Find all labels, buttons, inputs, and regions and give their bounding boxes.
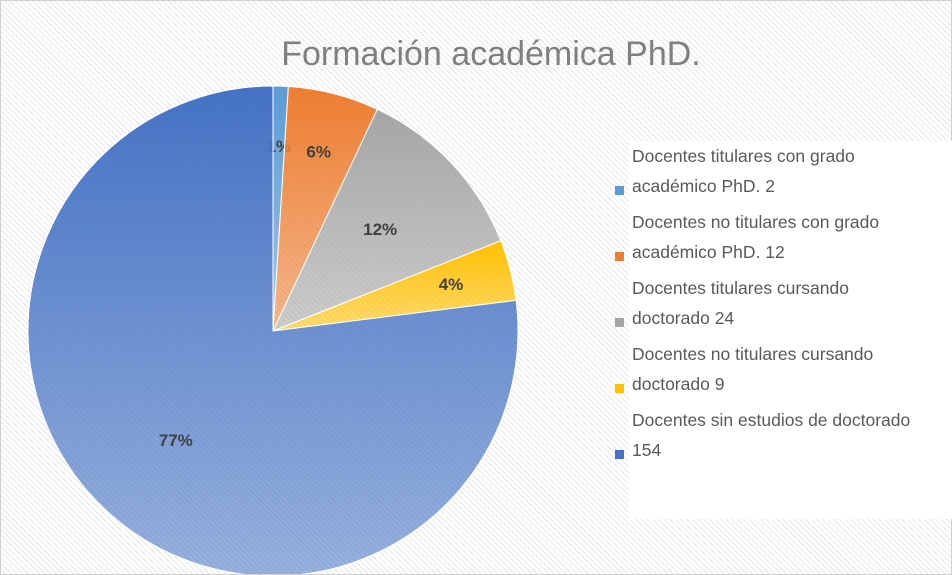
legend-swatch (615, 252, 624, 261)
legend-item: Docentes sin estudios de doctorado 154 (615, 405, 945, 465)
legend-label: Docentes no titulares cursando doctorado… (632, 344, 874, 394)
legend-swatch (615, 384, 624, 393)
legend-label: Docentes no titulares con grado académic… (632, 212, 880, 262)
legend-swatch (615, 450, 624, 459)
data-label: 12% (363, 220, 397, 239)
data-label: 77% (159, 431, 193, 450)
pie-slice (272, 108, 502, 332)
legend-item: Docentes titulares cursando doctorado 24 (615, 273, 945, 333)
legend-label: Docentes titulares cursando doctorado 24 (632, 278, 849, 328)
legend-label: Docentes titulares con grado académico P… (632, 146, 855, 196)
data-label: 6% (306, 143, 331, 162)
chart-title: Formación académica PhD. (281, 35, 701, 73)
pie-slice (27, 85, 519, 574)
legend-swatch (615, 186, 624, 195)
legend-item: Docentes titulares con grado académico P… (615, 141, 945, 201)
data-label: 4% (439, 275, 464, 294)
legend-item: Docentes no titulares cursando doctorado… (615, 339, 945, 399)
legend-item: Docentes no titulares con grado académic… (615, 207, 945, 267)
legend-label: Docentes sin estudios de doctorado 154 (632, 410, 911, 460)
legend-swatch (615, 318, 624, 327)
legend: Docentes titulares con grado académico P… (615, 141, 952, 519)
